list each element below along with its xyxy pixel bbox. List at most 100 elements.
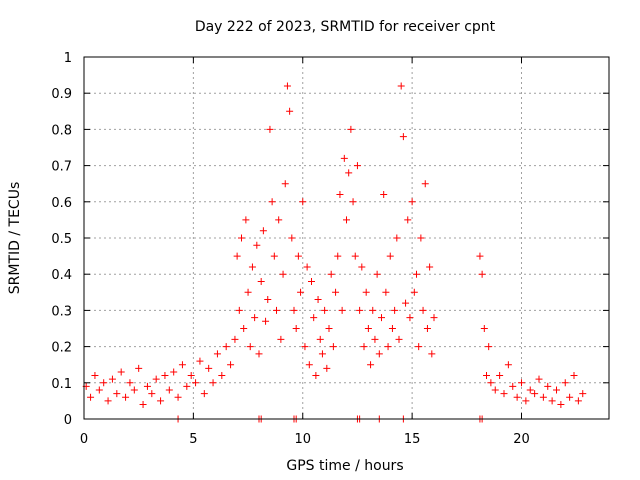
- data-point: [535, 375, 543, 383]
- data-point: [413, 270, 420, 278]
- data-point: [222, 343, 230, 351]
- data-point: [259, 227, 267, 235]
- data-point: [238, 234, 245, 242]
- data-point: [213, 350, 221, 358]
- data-point: [419, 306, 427, 314]
- data-point: [504, 361, 512, 369]
- data-point: [126, 379, 134, 387]
- data-point: [351, 252, 359, 260]
- data-point: [314, 296, 322, 304]
- data-point: [360, 343, 368, 351]
- data-point: [491, 386, 499, 394]
- data-point: [321, 306, 329, 314]
- axis-ticks: [83, 56, 609, 420]
- data-point: [305, 361, 313, 369]
- data-point: [561, 379, 569, 387]
- chart-title: Day 222 of 2023, SRMTID for receiver cpn…: [195, 19, 496, 35]
- x-tick-label: 20: [513, 432, 530, 447]
- y-tick-label: 0.9: [51, 87, 72, 102]
- data-point: [579, 390, 587, 398]
- data-point: [356, 306, 364, 314]
- data-point: [200, 390, 208, 398]
- data-point: [264, 296, 272, 304]
- data-point: [340, 154, 348, 162]
- y-tick-label: 0.3: [51, 304, 72, 319]
- data-point: [518, 379, 525, 387]
- data-point: [386, 252, 394, 260]
- data-point: [417, 234, 425, 242]
- data-point: [395, 335, 403, 343]
- data-points: [82, 82, 587, 423]
- data-point: [286, 107, 294, 115]
- data-point: [334, 252, 342, 260]
- data-point: [382, 288, 390, 296]
- data-point: [235, 306, 243, 314]
- data-point: [113, 390, 121, 398]
- data-point: [500, 390, 508, 398]
- data-point: [480, 325, 488, 332]
- data-point: [402, 299, 410, 307]
- data-point: [244, 288, 252, 296]
- data-point: [483, 372, 490, 380]
- data-point: [410, 288, 418, 296]
- data-point: [496, 372, 504, 380]
- data-point: [566, 393, 574, 401]
- data-point: [318, 350, 326, 358]
- data-point: [371, 335, 379, 343]
- y-tick-label: 0.8: [51, 123, 72, 138]
- data-point: [294, 252, 302, 260]
- data-point: [275, 216, 283, 224]
- data-point: [231, 335, 239, 343]
- data-point: [183, 382, 191, 390]
- data-point: [362, 288, 370, 296]
- data-point: [178, 361, 186, 369]
- y-tick-label: 0.2: [51, 341, 72, 356]
- data-point: [570, 372, 578, 380]
- y-tick-label: 0: [64, 413, 72, 428]
- data-point: [152, 375, 160, 383]
- data-point: [279, 270, 287, 278]
- data-point: [165, 386, 173, 394]
- data-point: [406, 314, 414, 322]
- data-point: [277, 335, 285, 343]
- x-tick-label: 5: [189, 432, 197, 447]
- y-tick-label: 0.4: [51, 268, 72, 283]
- data-point: [290, 306, 298, 314]
- data-point: [358, 263, 366, 271]
- data-point: [378, 314, 385, 322]
- data-point: [297, 288, 305, 296]
- data-point: [233, 252, 241, 260]
- x-tick-label: 15: [404, 432, 421, 447]
- data-point: [430, 314, 438, 322]
- data-point: [345, 169, 353, 177]
- data-point: [283, 82, 291, 90]
- x-tick-label: 0: [80, 432, 88, 447]
- data-point: [393, 234, 401, 242]
- y-axis-label: SRMTID / TECUs: [7, 182, 23, 295]
- data-point: [399, 133, 407, 141]
- data-point: [262, 317, 270, 325]
- data-point: [548, 397, 556, 405]
- data-point: [299, 198, 307, 206]
- data-point: [292, 325, 300, 332]
- data-point: [338, 306, 346, 314]
- data-point: [404, 216, 412, 224]
- data-point: [257, 277, 265, 285]
- x-axis-label: GPS time / hours: [286, 458, 403, 474]
- data-point: [266, 125, 274, 133]
- data-point: [148, 390, 156, 398]
- data-point: [187, 372, 195, 380]
- data-point: [196, 357, 204, 365]
- data-point: [375, 350, 383, 358]
- data-point: [336, 191, 344, 199]
- data-point: [553, 386, 560, 394]
- data-point: [218, 372, 226, 380]
- data-point: [205, 364, 213, 372]
- data-point: [288, 234, 296, 242]
- data-point: [539, 393, 547, 401]
- data-point: [485, 343, 493, 351]
- data-point: [526, 386, 534, 394]
- data-point: [325, 325, 333, 332]
